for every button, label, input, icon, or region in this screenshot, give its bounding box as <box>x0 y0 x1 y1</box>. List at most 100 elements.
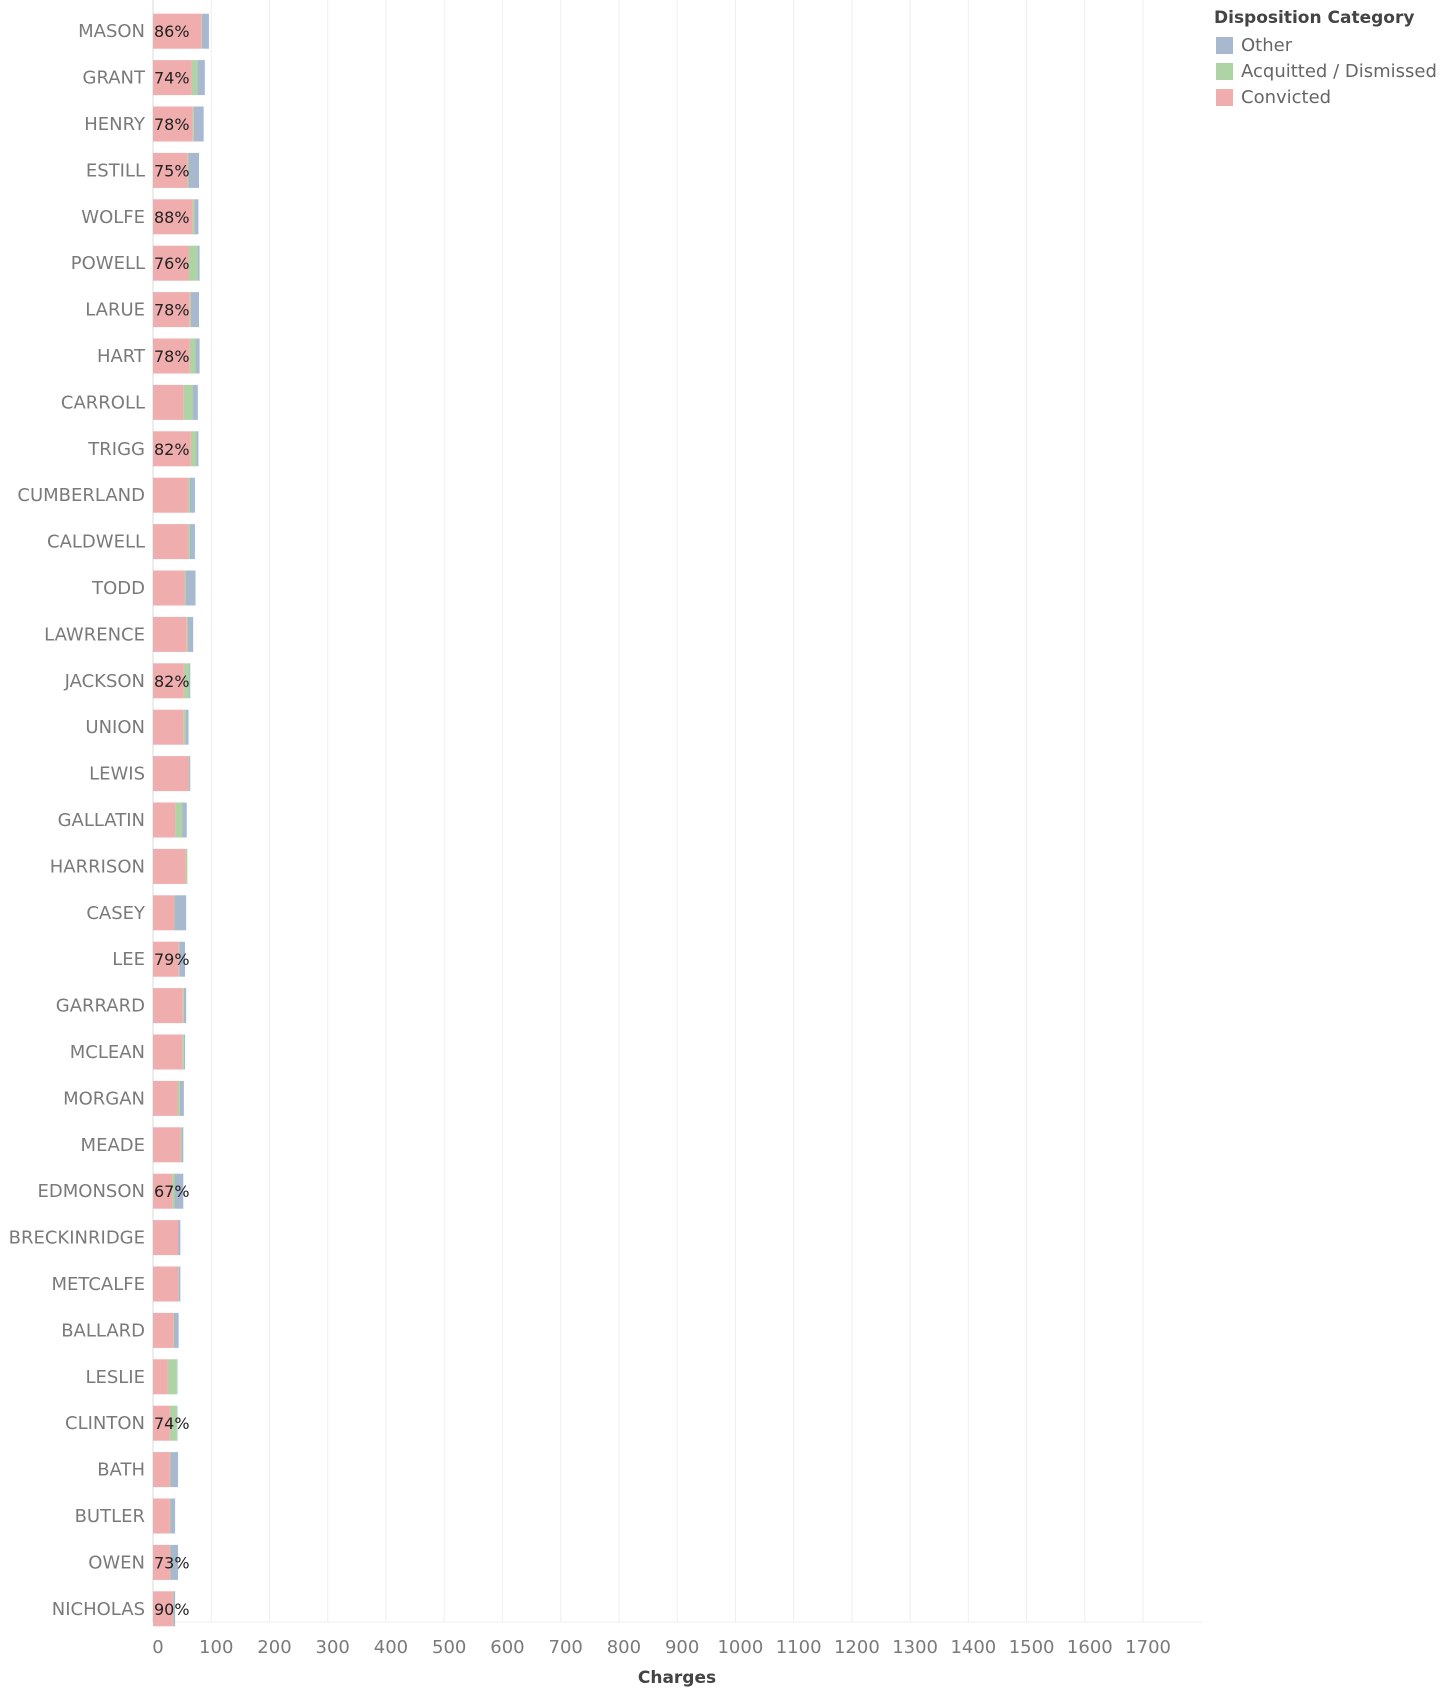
bar-segment-convicted[interactable] <box>153 848 186 884</box>
bar-segment-convicted[interactable] <box>153 756 189 792</box>
bar-segment-acquitted-dismissed[interactable] <box>182 988 184 1024</box>
bar-segment-other[interactable] <box>185 709 189 745</box>
bar-segment-other[interactable] <box>194 199 199 235</box>
bar-segment-acquitted-dismissed[interactable] <box>177 1080 180 1116</box>
legend-item-acquitted-dismissed[interactable]: Acquitted / Dismissed <box>1214 58 1437 84</box>
bar-segment-other[interactable] <box>188 152 200 188</box>
bar-segment-other[interactable] <box>170 1544 179 1580</box>
bar-segment-acquitted-dismissed[interactable] <box>167 1359 177 1395</box>
bar-segment-other[interactable] <box>176 1405 178 1441</box>
bar-segment-acquitted-dismissed[interactable] <box>187 524 190 560</box>
bar-segment-convicted[interactable] <box>153 1266 179 1302</box>
bar-segment-acquitted-dismissed[interactable] <box>187 152 189 188</box>
bar-segment-acquitted-dismissed[interactable] <box>186 616 188 652</box>
bar-segment-acquitted-dismissed[interactable] <box>201 13 202 49</box>
bar-segment-convicted[interactable] <box>153 941 179 977</box>
bar-segment-convicted[interactable] <box>153 1173 173 1209</box>
bar-segment-acquitted-dismissed[interactable] <box>192 199 195 235</box>
bar-segment-convicted[interactable] <box>153 1405 170 1441</box>
bar-segment-other[interactable] <box>189 756 191 792</box>
bar-segment-convicted[interactable] <box>153 1591 173 1627</box>
bar-segment-convicted[interactable] <box>153 199 193 235</box>
bar-segment-other[interactable] <box>183 988 187 1024</box>
bar-segment-acquitted-dismissed[interactable] <box>169 1498 171 1534</box>
bar-segment-acquitted-dismissed[interactable] <box>173 895 175 931</box>
bar-segment-other[interactable] <box>183 1034 186 1070</box>
bar-segment-convicted[interactable] <box>153 709 184 745</box>
bar-segment-convicted[interactable] <box>153 663 184 699</box>
bar-segment-acquitted-dismissed[interactable] <box>189 292 191 328</box>
bar-segment-other[interactable] <box>178 1266 181 1302</box>
bar-segment-acquitted-dismissed[interactable] <box>188 756 190 792</box>
bar-segment-convicted[interactable] <box>153 895 174 931</box>
bar-segment-convicted[interactable] <box>153 1080 178 1116</box>
bar-segment-other[interactable] <box>189 477 195 513</box>
bar-segment-acquitted-dismissed[interactable] <box>178 941 180 977</box>
bar-segment-convicted[interactable] <box>153 802 176 838</box>
bar-segment-convicted[interactable] <box>153 1452 170 1488</box>
bar-segment-convicted[interactable] <box>153 245 189 281</box>
bar-segment-other[interactable] <box>170 1498 176 1534</box>
bar-segment-convicted[interactable] <box>153 1034 183 1070</box>
bar-segment-convicted[interactable] <box>153 1312 174 1348</box>
bar-segment-other[interactable] <box>196 431 199 467</box>
bar-segment-convicted[interactable] <box>153 152 188 188</box>
bar-segment-convicted[interactable] <box>153 1544 170 1580</box>
bar-segment-other[interactable] <box>201 13 209 49</box>
bar-segment-convicted[interactable] <box>153 477 188 513</box>
legend[interactable]: Disposition Category Other Acquitted / Di… <box>1214 8 1437 110</box>
bar-segment-acquitted-dismissed[interactable] <box>169 1544 171 1580</box>
legend-item-other[interactable]: Other <box>1214 32 1437 58</box>
bar-segment-convicted[interactable] <box>153 106 193 142</box>
bar-segment-other[interactable] <box>173 1312 179 1348</box>
bar-segment-convicted[interactable] <box>153 1127 181 1163</box>
bar-segment-other[interactable] <box>170 1452 179 1488</box>
bar-segment-other[interactable] <box>173 1591 176 1627</box>
bar-segment-acquitted-dismissed[interactable] <box>169 1452 171 1488</box>
bar-segment-other[interactable] <box>192 384 198 420</box>
bar-segment-other[interactable] <box>182 802 187 838</box>
bar-segment-acquitted-dismissed[interactable] <box>184 570 186 606</box>
legend-item-convicted[interactable]: Convicted <box>1214 84 1437 110</box>
bar-segment-acquitted-dismissed[interactable] <box>173 1312 174 1348</box>
bar-segment-other[interactable] <box>174 895 187 931</box>
bar-segment-acquitted-dismissed[interactable] <box>183 384 193 420</box>
bar-segment-acquitted-dismissed[interactable] <box>192 106 194 142</box>
bar-segment-other[interactable] <box>195 338 200 374</box>
bar-segment-convicted[interactable] <box>153 988 183 1024</box>
bar-segment-acquitted-dismissed[interactable] <box>183 709 186 745</box>
bar-segment-other[interactable] <box>179 941 186 977</box>
bar-segment-acquitted-dismissed[interactable] <box>191 60 198 96</box>
bar-segment-acquitted-dismissed[interactable] <box>182 1034 184 1070</box>
bar-segment-other[interactable] <box>189 524 195 560</box>
bar-segment-acquitted-dismissed[interactable] <box>172 1173 175 1209</box>
bar-segment-other[interactable] <box>190 292 200 328</box>
bar-segment-other[interactable] <box>187 616 194 652</box>
bar-segment-convicted[interactable] <box>153 570 185 606</box>
bar-segment-convicted[interactable] <box>153 338 190 374</box>
bar-segment-acquitted-dismissed[interactable] <box>183 663 190 699</box>
bar-segment-acquitted-dismissed[interactable] <box>189 338 196 374</box>
bar-segment-convicted[interactable] <box>153 524 188 560</box>
bar-segment-acquitted-dismissed[interactable] <box>188 245 198 281</box>
bar-segment-acquitted-dismissed[interactable] <box>169 1405 177 1441</box>
bar-segment-acquitted-dismissed[interactable] <box>180 1127 182 1163</box>
bar-segment-convicted[interactable] <box>153 1359 168 1395</box>
bar-segment-other[interactable] <box>174 1173 184 1209</box>
bar-segment-acquitted-dismissed[interactable] <box>178 1266 179 1302</box>
bar-segment-other[interactable] <box>197 245 200 281</box>
bar-segment-convicted[interactable] <box>153 1498 170 1534</box>
bar-segment-convicted[interactable] <box>153 13 202 49</box>
bar-segment-convicted[interactable] <box>153 384 184 420</box>
bar-segment-other[interactable] <box>189 663 191 699</box>
bar-segment-acquitted-dismissed[interactable] <box>185 848 188 884</box>
bar-segment-other[interactable] <box>197 60 205 96</box>
bar-segment-other[interactable] <box>185 570 196 606</box>
bar-segment-convicted[interactable] <box>153 431 191 467</box>
bar-segment-convicted[interactable] <box>153 60 192 96</box>
bar-segment-convicted[interactable] <box>153 1220 179 1256</box>
bar-segment-other[interactable] <box>178 1220 181 1256</box>
bar-segment-acquitted-dismissed[interactable] <box>172 1591 174 1627</box>
bar-segment-convicted[interactable] <box>153 616 187 652</box>
bar-segment-acquitted-dismissed[interactable] <box>187 477 190 513</box>
